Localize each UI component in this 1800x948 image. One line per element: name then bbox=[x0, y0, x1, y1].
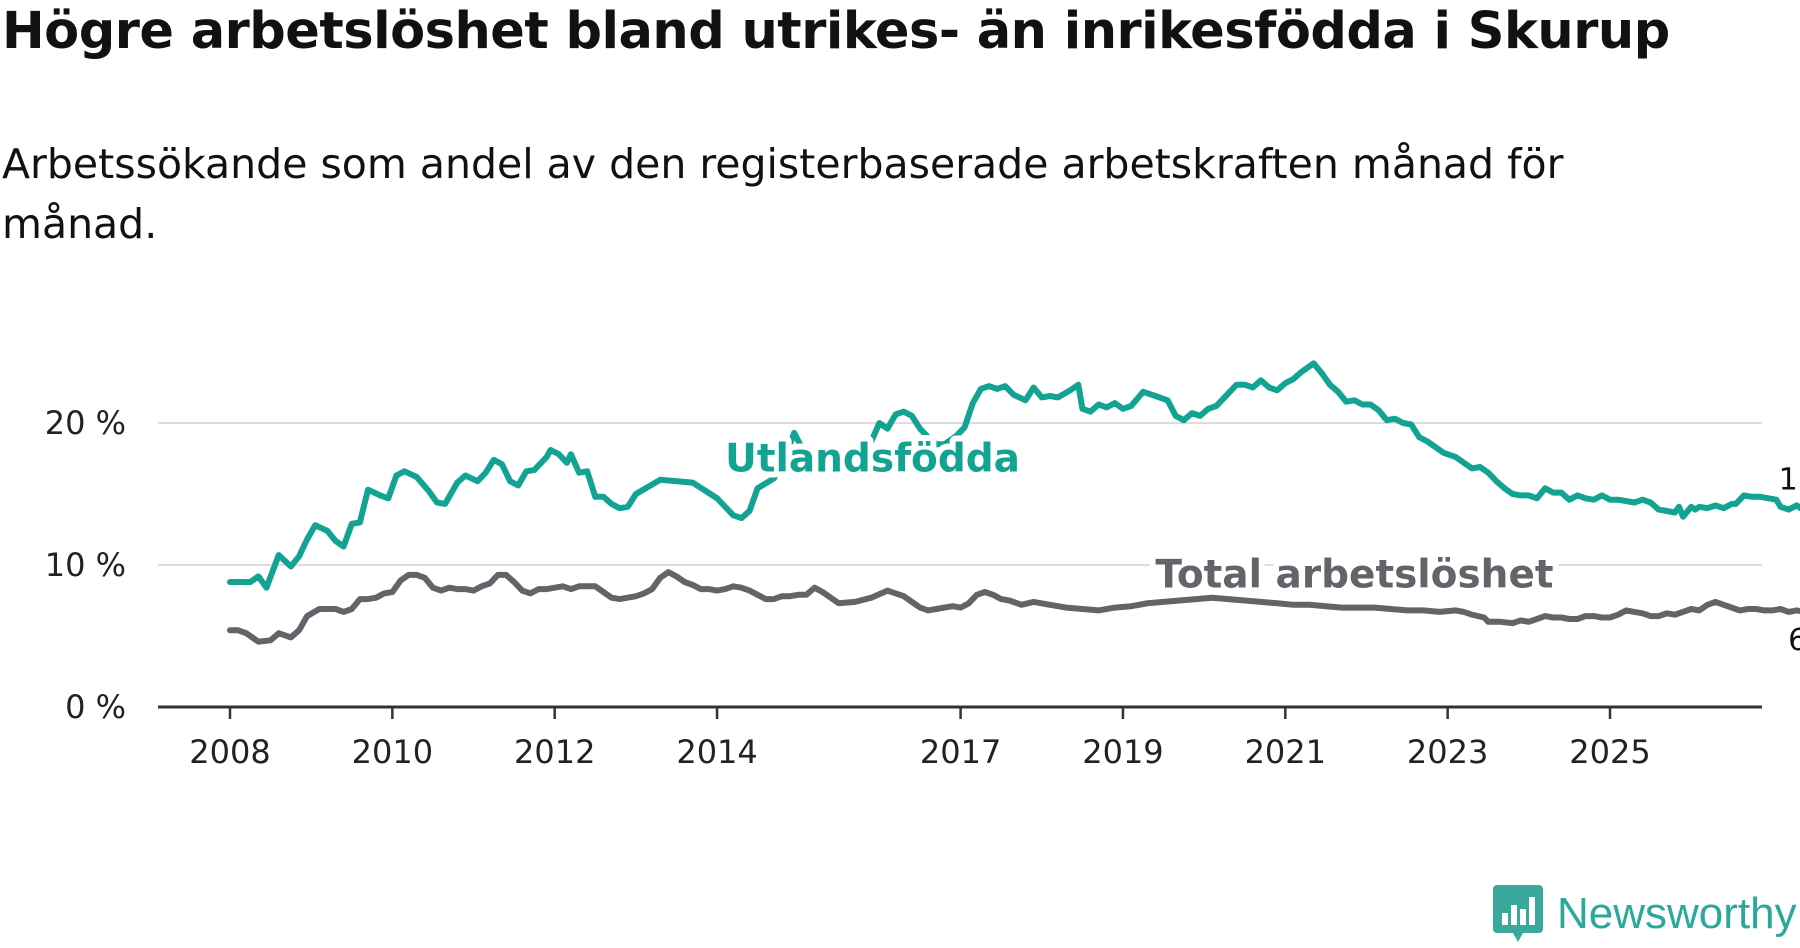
x-tick-label: 2010 bbox=[352, 733, 433, 771]
y-tick-label: 0 % bbox=[65, 688, 126, 726]
y-tick-label: 10 % bbox=[45, 546, 126, 584]
x-axis: 2008 2010 2012 2014 2017 2019 2021 2023 2025 bbox=[158, 705, 1762, 771]
x-tick-label: 2014 bbox=[676, 733, 757, 771]
x-tick-label: 2019 bbox=[1082, 733, 1163, 771]
y-tick-label: 20 % bbox=[45, 404, 126, 442]
brand-name: Newsworthy bbox=[1557, 889, 1797, 938]
x-tick-label: 2017 bbox=[920, 733, 1001, 771]
series-line-total-arbetsl-shet bbox=[227, 569, 1800, 645]
end-value-label: 6,7 % bbox=[1788, 623, 1800, 658]
x-tick-label: 2023 bbox=[1407, 733, 1488, 771]
x-tick-label: 2021 bbox=[1245, 733, 1326, 771]
series-line-utlandsf-dda bbox=[227, 360, 1800, 591]
series-labels: Utlandsfödda Total arbetslöshet 13,5 % 6,7 … bbox=[719, 430, 1800, 658]
y-axis: 0 % 10 % 20 % bbox=[45, 404, 126, 726]
x-tick-label: 2025 bbox=[1569, 733, 1650, 771]
newsworthy-brand[interactable]: Newsworthy bbox=[1493, 885, 1797, 943]
x-tick-label: 2012 bbox=[514, 733, 595, 771]
end-value-label: 13,5 % bbox=[1779, 462, 1800, 497]
x-tick-label: 2008 bbox=[189, 733, 270, 771]
bar-chart-logo-icon bbox=[1493, 885, 1543, 942]
series-name-label: Total arbetslöshet bbox=[1155, 553, 1553, 598]
chart-subtitle: Arbetssökande som andel av den registerb… bbox=[2, 140, 1564, 248]
grid-lines bbox=[158, 422, 1762, 566]
series-lines bbox=[227, 360, 1800, 645]
series-name-label: Utlandsfödda bbox=[725, 436, 1020, 481]
chart-title: Högre arbetslöshet bland utrikes- än inr… bbox=[2, 2, 1670, 61]
